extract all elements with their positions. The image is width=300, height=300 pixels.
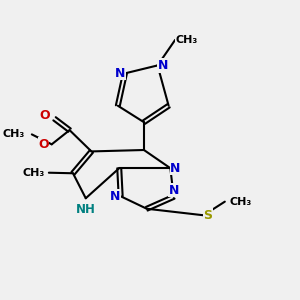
Text: O: O xyxy=(38,138,49,151)
Text: CH₃: CH₃ xyxy=(175,35,197,45)
Text: S: S xyxy=(203,209,212,222)
Text: N: N xyxy=(115,67,125,80)
Text: O: O xyxy=(40,110,50,122)
Text: N: N xyxy=(169,184,179,197)
Text: NH: NH xyxy=(76,202,96,215)
Text: N: N xyxy=(110,190,121,203)
Text: CH₃: CH₃ xyxy=(22,168,45,178)
Text: N: N xyxy=(158,59,168,72)
Text: CH₃: CH₃ xyxy=(229,197,251,207)
Text: CH₃: CH₃ xyxy=(2,129,25,140)
Text: N: N xyxy=(170,162,181,175)
